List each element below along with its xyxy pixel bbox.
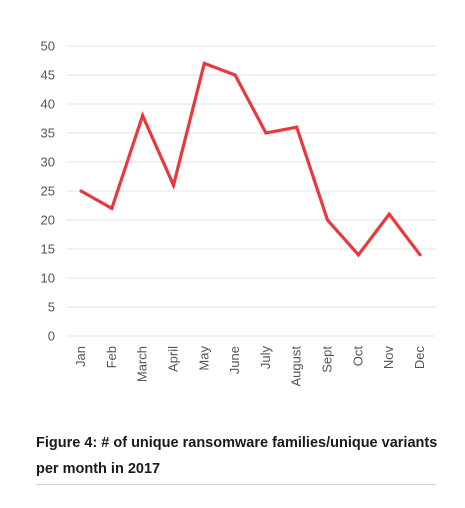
y-tick-label: 10 <box>41 271 55 286</box>
y-tick-label: 30 <box>41 155 55 170</box>
data-point <box>418 253 422 257</box>
data-point <box>356 253 360 257</box>
x-tick-label: August <box>289 346 304 387</box>
y-tick-label: 0 <box>48 329 55 344</box>
data-point <box>110 206 114 210</box>
y-tick-label: 35 <box>41 126 55 141</box>
x-tick-label: June <box>227 346 242 374</box>
y-tick-label: 15 <box>41 242 55 257</box>
gridlines <box>66 45 436 337</box>
caption-line-1: Figure 4: # of unique ransomware familie… <box>36 435 438 451</box>
data-point <box>325 218 330 222</box>
x-axis-tick-labels: Jan Feb March April May June July August Sept Oct… <box>73 346 427 387</box>
data-points <box>79 61 422 257</box>
figure-caption: Figure 4: # of unique ransomware familie… <box>36 430 446 482</box>
caption-divider <box>36 484 436 485</box>
x-tick-label: May <box>196 346 211 371</box>
y-tick-label: 45 <box>41 68 55 83</box>
y-tick-label: 40 <box>41 97 55 112</box>
y-axis-tick-labels: 0 5 10 15 20 25 30 35 40 45 50 <box>41 39 55 344</box>
x-tick-label: March <box>135 346 150 382</box>
y-tick-label: 50 <box>41 39 55 54</box>
x-tick-label: Oct <box>350 346 365 367</box>
x-tick-label: Sept <box>320 346 335 373</box>
x-tick-label: July <box>258 346 273 370</box>
data-point <box>387 212 391 216</box>
data-point <box>295 125 299 129</box>
y-tick-label: 25 <box>41 184 55 199</box>
series-line <box>80 61 422 258</box>
data-point <box>264 131 268 135</box>
data-point <box>141 114 145 118</box>
data-point <box>171 183 176 187</box>
y-tick-label: 20 <box>41 213 55 228</box>
caption-line-2: per month in 2017 <box>36 461 161 477</box>
x-tick-label: Nov <box>381 346 396 370</box>
data-point <box>79 189 83 193</box>
x-tick-label: Dec <box>412 346 427 370</box>
x-tick-label: April <box>165 346 180 372</box>
y-tick-label: 5 <box>48 300 55 315</box>
line-chart: 0 5 10 15 20 25 30 35 40 45 50 Jan Feb March April May… <box>41 39 436 387</box>
data-point <box>233 73 237 77</box>
x-tick-label: Jan <box>73 346 88 367</box>
x-tick-label: Feb <box>104 346 119 368</box>
data-point <box>202 61 206 65</box>
